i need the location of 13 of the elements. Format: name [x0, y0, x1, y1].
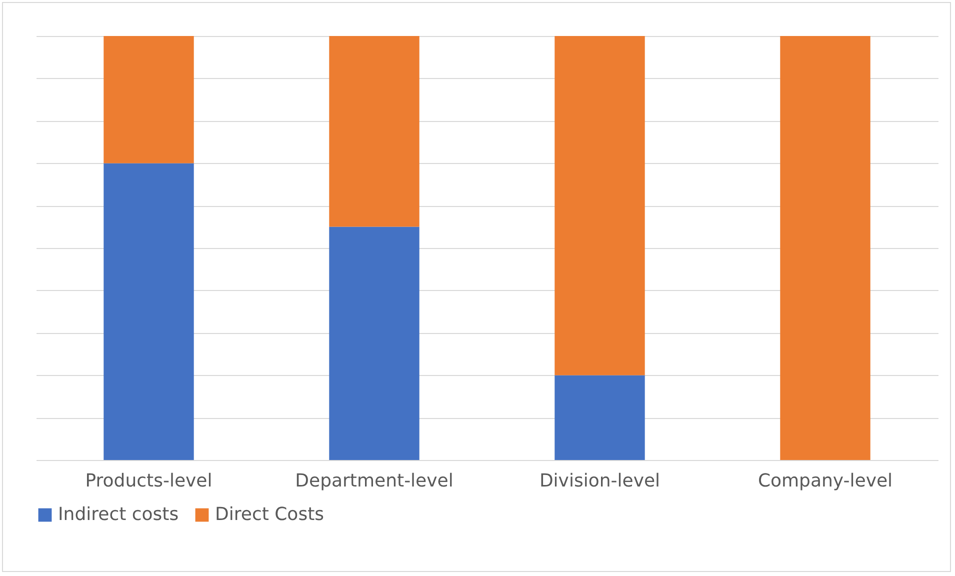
legend-label: Direct Costs — [215, 504, 324, 525]
x-tick-label: Company-level — [758, 470, 893, 492]
x-tick-label: Department-level — [295, 470, 454, 492]
bar — [329, 36, 420, 227]
bar — [329, 226, 420, 460]
bar — [104, 36, 194, 164]
bar — [554, 375, 645, 460]
bar — [104, 163, 194, 460]
x-tick-label: Products-level — [85, 470, 212, 492]
x-tick-label: Division-level — [539, 470, 660, 492]
bar — [554, 36, 645, 376]
bar — [780, 36, 870, 460]
legend-label: Indirect costs — [58, 504, 179, 525]
